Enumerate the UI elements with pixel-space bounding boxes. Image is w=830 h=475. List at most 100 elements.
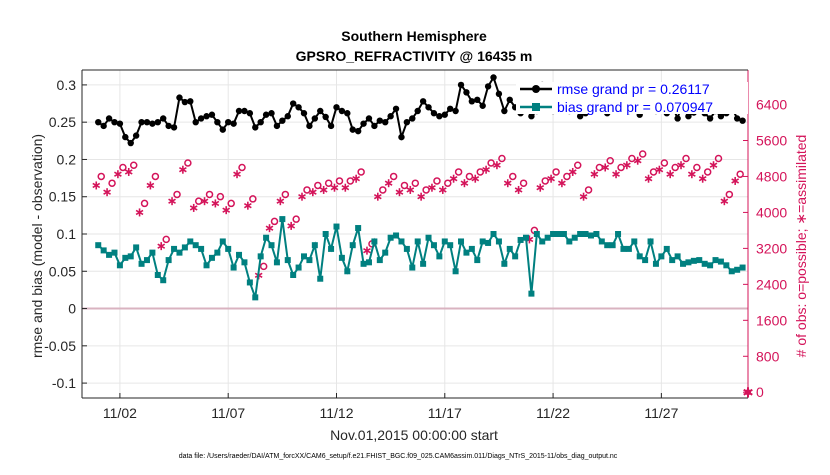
obs-assimilated-stroke xyxy=(114,171,122,177)
obs-assimilated-point xyxy=(558,179,566,188)
data-file-footnote: data file: /Users/raeder/DAI/ATM_forcXX/… xyxy=(179,453,618,460)
obs-possible-point xyxy=(205,190,214,199)
rmse-point xyxy=(246,110,254,117)
bias-point xyxy=(544,234,551,241)
bias-point xyxy=(382,249,389,256)
rmse-point xyxy=(252,124,259,131)
obs-assimilated-stroke xyxy=(677,162,685,168)
bias-point xyxy=(349,242,356,249)
legend-bias-marker xyxy=(532,103,540,111)
bias-point xyxy=(273,259,280,266)
obs-assimilated-point xyxy=(417,192,426,201)
bias-point xyxy=(355,225,362,232)
bias-point xyxy=(187,238,194,245)
obs-possible-point xyxy=(400,181,409,190)
bias-point xyxy=(533,231,540,237)
obs-assimilated-stroke xyxy=(493,162,501,168)
rmse-point xyxy=(452,107,459,115)
y-tick-label-right: 4000 xyxy=(756,204,787,220)
x-tick-label: 11/17 xyxy=(428,405,462,421)
obs-assimilated-stroke xyxy=(298,193,306,200)
obs-assimilated-stroke xyxy=(406,187,415,193)
y-tick-label-right: 800 xyxy=(756,348,780,364)
bias-point xyxy=(214,249,221,256)
obs-assimilated-stroke xyxy=(579,193,588,200)
rmse-point xyxy=(160,115,167,122)
bias-point xyxy=(696,257,703,264)
obs-assimilated-stroke xyxy=(709,162,718,168)
bias-point xyxy=(116,262,123,269)
obs-assimilated-point xyxy=(114,170,122,179)
obs-assimilated-stroke xyxy=(92,182,101,189)
obs-possible-point xyxy=(335,177,344,185)
rmse-point xyxy=(484,83,492,90)
obs-assimilated-stroke xyxy=(395,189,404,195)
rmse-point xyxy=(349,126,356,133)
rmse-point xyxy=(338,107,346,115)
obs-assimilated-stroke xyxy=(178,167,187,173)
obs-assimilated-stroke xyxy=(536,185,545,191)
obs-assimilated-point xyxy=(222,206,231,215)
x-tick-label: 11/12 xyxy=(319,405,353,421)
obs-assimilated-stroke xyxy=(568,169,577,175)
rmse-point xyxy=(354,127,362,135)
bias-point xyxy=(268,242,275,249)
obs-possible-point xyxy=(216,192,225,201)
bias-point xyxy=(246,279,253,286)
bias-point xyxy=(587,232,594,239)
obs-assimilated-stroke xyxy=(438,187,447,193)
rmse-point xyxy=(95,118,102,126)
obs-possible-point xyxy=(519,179,528,187)
bias-point xyxy=(425,234,432,241)
rmse-point xyxy=(230,120,237,127)
y-tick-label-right: 2400 xyxy=(756,276,787,292)
obs-assimilated-stroke xyxy=(471,176,480,182)
bias-point xyxy=(674,253,681,260)
obs-assimilated-point xyxy=(655,165,664,174)
obs-assimilated-stroke xyxy=(590,171,599,177)
bias-point xyxy=(479,238,486,245)
obs-zero-count-dot xyxy=(745,389,751,396)
bias-point xyxy=(322,231,329,237)
rmse-point xyxy=(197,115,205,122)
obs-possible-point xyxy=(314,181,322,190)
obs-assimilated-point xyxy=(449,174,458,183)
obs-assimilated-point xyxy=(709,161,718,170)
bias-point xyxy=(501,260,508,267)
bias-point xyxy=(463,249,470,256)
bias-point xyxy=(122,254,129,261)
rmse-point xyxy=(132,132,140,139)
obs-assimilated-stroke xyxy=(384,180,393,186)
bias-point xyxy=(171,245,178,252)
bias-point xyxy=(566,238,573,245)
bias-point xyxy=(284,257,291,264)
rmse-point xyxy=(387,113,394,120)
bias-point xyxy=(241,259,248,266)
legend-rmse-label: rmse grand pr = 0.26117 xyxy=(557,81,710,97)
bias-point xyxy=(225,245,232,252)
bias-point xyxy=(344,268,351,275)
bias-point xyxy=(252,294,259,301)
y-tick-label-left: 0.1 xyxy=(57,226,77,242)
bias-point xyxy=(723,262,730,269)
rmse-point xyxy=(170,124,178,131)
chart-title-line1: Southern Hemisphere xyxy=(341,28,487,44)
bias-point xyxy=(717,258,724,265)
obs-assimilated-point xyxy=(92,181,101,190)
obs-assimilated-point xyxy=(568,167,577,176)
obs-assimilated-point xyxy=(265,224,274,233)
bias-point xyxy=(301,253,307,260)
obs-assimilated-point xyxy=(287,221,296,230)
obs-assimilated-point xyxy=(298,192,306,201)
bias-point xyxy=(707,262,714,269)
obs-possible-point xyxy=(270,217,279,226)
rmse-point xyxy=(506,96,513,104)
bias-point xyxy=(685,259,692,266)
chart-title-line2: GPSRO_REFRACTIVITY @ 16435 m xyxy=(296,48,533,64)
y-tick-label-right: 3200 xyxy=(756,240,787,256)
obs-assimilated-stroke xyxy=(482,167,490,173)
tick-labels: -0.1 -0.05 0 0.05 0.1 0.15 0.2 0.25 0.3 0 800 1600 2… xyxy=(44,77,787,421)
obs-possible-point xyxy=(173,190,181,199)
legend: rmse grand pr = 0.26117 bias grand pr = … xyxy=(516,81,748,115)
obs-possible-point xyxy=(433,177,441,185)
